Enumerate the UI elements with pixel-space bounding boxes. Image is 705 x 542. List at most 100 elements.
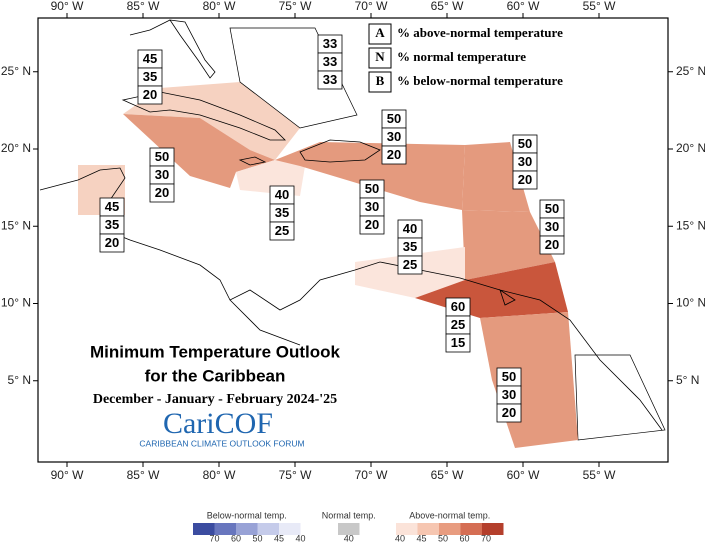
x-tick-label: 70° W xyxy=(355,468,388,482)
x-tick-label: 60° W xyxy=(507,468,540,482)
x-tick-label: 55° W xyxy=(583,468,616,482)
probability: 60 xyxy=(451,299,465,314)
colorbar-swatch xyxy=(338,523,360,535)
probability-cell xyxy=(359,215,385,235)
key-text: % above-normal temperature xyxy=(397,25,563,40)
colorbar-swatch xyxy=(236,523,258,535)
probability: 35 xyxy=(143,69,157,84)
probability: 35 xyxy=(275,205,289,220)
probability: 50 xyxy=(502,369,516,384)
colorbar-tick: 70 xyxy=(481,533,491,542)
logo-subtitle: CARIBBEAN CLIMATE OUTLOOK FORUM xyxy=(139,438,304,448)
probability: 20 xyxy=(365,217,379,232)
x-tick-label: 80° W xyxy=(203,468,236,482)
probability: 30 xyxy=(518,154,532,169)
key-text: % normal temperature xyxy=(397,49,526,64)
title-line: Minimum Temperature Outlook xyxy=(90,342,341,361)
probability: 35 xyxy=(105,217,119,232)
region xyxy=(123,82,300,160)
x-tick-label: 65° W xyxy=(431,468,464,482)
probability: 20 xyxy=(502,405,516,420)
x-tick-label: 90° W xyxy=(51,468,84,482)
probability-cell xyxy=(381,145,407,165)
colorbar-swatch xyxy=(257,523,279,535)
key-text: % below-normal temperature xyxy=(397,73,563,88)
probability: 45 xyxy=(143,51,157,66)
probability: 20 xyxy=(387,147,401,162)
probability: 50 xyxy=(518,136,532,151)
probability-cell xyxy=(269,221,295,241)
x-tick-label: 80° W xyxy=(203,0,236,13)
colorbar-tick: 50 xyxy=(438,533,448,542)
key: A % above-normal temperature N % normal tem… xyxy=(368,23,563,93)
probability: 20 xyxy=(105,235,119,250)
probability: 35 xyxy=(403,239,417,254)
colorbar-tick: 45 xyxy=(274,533,284,542)
y-tick-label: 15° N xyxy=(676,218,705,232)
colorbar-tick: 40 xyxy=(344,533,354,542)
key-box xyxy=(368,23,392,45)
probability: 33 xyxy=(323,54,337,69)
colorbar-tick: 60 xyxy=(231,533,241,542)
probability: 20 xyxy=(545,237,559,252)
logo: CariCOF xyxy=(163,407,273,440)
probability: 50 xyxy=(387,111,401,126)
probability-cell xyxy=(137,85,163,105)
probability: 40 xyxy=(275,187,289,202)
probability-cell xyxy=(539,235,565,255)
probability: 15 xyxy=(451,335,465,350)
probability: 25 xyxy=(451,317,465,332)
colorbar-tick: 45 xyxy=(416,533,426,542)
x-tick-label: 70° W xyxy=(355,0,388,13)
x-tick-label: 85° W xyxy=(127,468,160,482)
colorbar-swatch xyxy=(460,523,482,535)
y-tick-label: 25° N xyxy=(676,64,705,78)
y-tick-label: 25° N xyxy=(1,64,31,78)
y-tick-label: 5° N xyxy=(676,373,699,387)
colorbar-swatch xyxy=(396,523,418,535)
key-letter: B xyxy=(376,73,385,88)
colorbar-swatch xyxy=(439,523,461,535)
probability: 30 xyxy=(365,199,379,214)
x-tick-label: 55° W xyxy=(583,0,616,13)
probability-cell xyxy=(512,170,538,190)
probability: 45 xyxy=(105,199,119,214)
probability: 33 xyxy=(323,72,337,87)
probability: 30 xyxy=(155,167,169,182)
key-box xyxy=(368,71,392,93)
probability: 30 xyxy=(545,219,559,234)
y-tick-label: 20° N xyxy=(676,141,705,155)
x-tick-label: 65° W xyxy=(431,0,464,13)
probability: 33 xyxy=(323,36,337,51)
region xyxy=(462,210,555,280)
colorbar-label: Normal temp. xyxy=(322,510,376,520)
colorbar-swatch xyxy=(214,523,236,535)
probability: 50 xyxy=(545,201,559,216)
region xyxy=(275,142,465,210)
probability-cell xyxy=(99,233,125,253)
probability-cell xyxy=(317,70,343,90)
probability-cell xyxy=(496,403,522,423)
colorbar-tick: 40 xyxy=(395,533,405,542)
probability: 25 xyxy=(403,257,417,272)
probability-cell xyxy=(149,183,175,203)
key-letter: A xyxy=(375,25,385,40)
x-tick-label: 90° W xyxy=(51,0,84,13)
x-tick-label: 60° W xyxy=(507,0,540,13)
y-tick-label: 5° N xyxy=(8,373,31,387)
probability: 25 xyxy=(275,223,289,238)
probability: 30 xyxy=(387,129,401,144)
probability-cell xyxy=(445,333,471,353)
key-box xyxy=(368,47,392,69)
colorbar-tick: 60 xyxy=(459,533,469,542)
probability-cell xyxy=(397,255,423,275)
colorbar-label: Above-normal temp. xyxy=(409,510,490,520)
probability: 20 xyxy=(143,87,157,102)
probability: 50 xyxy=(155,149,169,164)
colorbar-tick: 40 xyxy=(295,533,305,542)
colorbar-swatch xyxy=(482,523,504,535)
title-line: for the Caribbean xyxy=(145,366,286,385)
x-tick-label: 75° W xyxy=(279,0,312,13)
region xyxy=(123,114,275,188)
